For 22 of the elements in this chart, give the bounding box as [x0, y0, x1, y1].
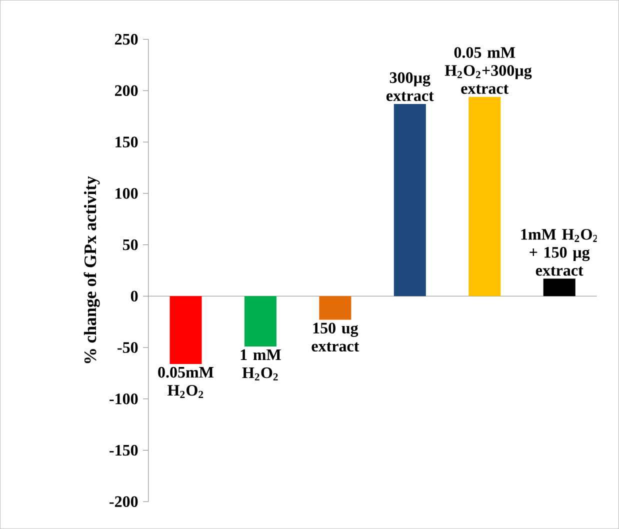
y-tick-label: -50: [118, 342, 138, 353]
x-tick-label: 0.05 mM H$_{2}$O$_{2}$+300µg extract: [444, 47, 532, 94]
y-tick-label: -100: [110, 394, 138, 404]
bar: [319, 296, 352, 320]
y-tick-label: -150: [110, 444, 138, 456]
y-tick-label: 0: [130, 290, 138, 302]
y-tick-label: 200: [114, 85, 138, 96]
bar: [543, 278, 576, 296]
bar: [468, 96, 501, 296]
bar: [170, 296, 202, 364]
x-tick-label: 1 mM H$_{2}$O$_{2}$: [240, 349, 281, 380]
bar: [244, 296, 276, 347]
y-tick-label: -200: [110, 496, 138, 508]
y-tick-label: 250: [114, 34, 138, 45]
y-tick-label: 50: [122, 239, 138, 250]
y-tick-label: 100: [116, 188, 138, 199]
x-tick-label: 150 ug extract: [312, 322, 360, 352]
x-tick-label: 300µg extract: [386, 72, 434, 102]
bar: [394, 104, 426, 296]
y-tick-label: 150: [116, 136, 138, 148]
y-axis-title: % change of GPx activity: [84, 176, 100, 364]
x-tick-label: 0.05mM H$_{2}$O$_{2}$: [158, 366, 214, 398]
